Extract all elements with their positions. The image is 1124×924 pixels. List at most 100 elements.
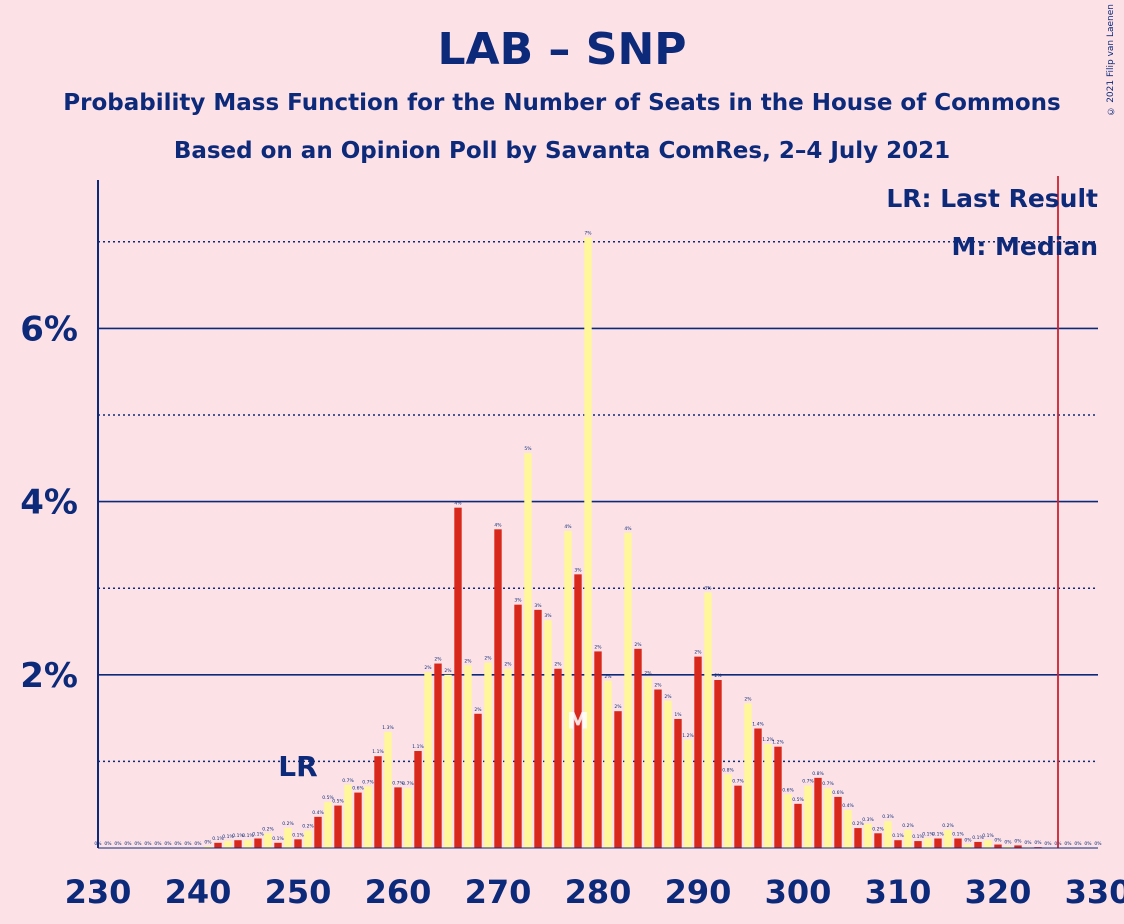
bar-seat-280 (594, 651, 602, 848)
data-label-seat-260: 0.7% (392, 780, 404, 786)
bar-seat-294 (734, 785, 742, 848)
data-label-seat-265: 2% (444, 668, 452, 674)
bar-seat-291 (704, 592, 712, 848)
last-result-label: LR (278, 750, 317, 783)
bar-seat-302 (814, 777, 822, 848)
bar-seat-269 (484, 662, 492, 848)
data-label-seat-311: 0.2% (902, 823, 914, 829)
data-label-seat-324: 0% (1034, 840, 1042, 846)
data-label-seat-256: 0.6% (352, 786, 364, 792)
data-label-seat-304: 0.6% (832, 790, 844, 796)
bar-seat-320 (994, 844, 1002, 848)
data-label-seat-329: 0% (1084, 841, 1092, 847)
data-label-seat-244: 0.1% (232, 833, 244, 839)
bar-seat-261 (404, 788, 412, 848)
data-label-seat-254: 0.5% (332, 799, 344, 805)
x-tick-label: 300 (765, 873, 832, 911)
data-label-seat-278: 3% (574, 567, 582, 573)
data-label-seat-306: 0.2% (852, 821, 864, 827)
bar-seat-314 (934, 838, 942, 848)
bar-seat-285 (644, 677, 652, 848)
bar-seat-299 (784, 794, 792, 848)
bar-seat-241 (204, 846, 212, 848)
data-label-seat-258: 1.1% (372, 749, 384, 755)
bar-seat-292 (714, 679, 722, 848)
data-label-seat-238: 0% (174, 841, 182, 847)
bar-seat-318 (974, 841, 982, 848)
bar-seat-281 (604, 680, 612, 848)
bar-seat-259 (384, 731, 392, 848)
bar-seat-267 (464, 665, 472, 848)
data-label-seat-298: 1.2% (772, 740, 784, 746)
data-label-seat-279: 7% (584, 230, 592, 236)
bar-seat-264 (434, 663, 442, 848)
x-tick-label: 310 (865, 873, 932, 911)
bar-seat-260 (394, 787, 402, 848)
data-label-seat-236: 0% (154, 841, 162, 847)
bar-seat-307 (864, 823, 872, 848)
data-label-seat-305: 0.4% (842, 803, 854, 809)
data-label-seat-240: 0% (194, 841, 202, 847)
bar-seat-290 (694, 656, 702, 848)
bar-seat-268 (474, 713, 482, 848)
legend-last-result: LR: Last Result (886, 184, 1098, 213)
bar-seat-309 (884, 821, 892, 848)
data-label-seat-248: 0.1% (272, 836, 284, 842)
bar-seat-283 (624, 532, 632, 848)
bar-seat-300 (794, 803, 802, 848)
bar-seat-252 (314, 816, 322, 848)
data-label-seat-273: 5% (524, 446, 532, 452)
data-label-seat-239: 0% (184, 841, 192, 847)
data-label-seat-276: 2% (554, 662, 562, 668)
data-label-seat-293: 0.8% (722, 767, 734, 773)
data-label-seat-300: 0.5% (792, 797, 804, 803)
bar-seat-305 (844, 809, 852, 848)
bar-seat-251 (304, 830, 312, 848)
data-label-seat-315: 0.2% (942, 823, 954, 829)
data-label-seat-255: 0.7% (342, 778, 354, 784)
data-label-seat-294: 0.7% (732, 779, 744, 785)
bar-seat-274 (534, 609, 542, 848)
bar-seat-255 (344, 784, 352, 848)
data-label-seat-308: 0.2% (872, 826, 884, 832)
data-label-seat-312: 0.1% (912, 834, 924, 840)
bar-seat-257 (364, 786, 372, 848)
bar-seat-321 (1004, 846, 1012, 848)
data-label-seat-269: 2% (484, 656, 492, 662)
bar-seat-289 (684, 739, 692, 848)
data-label-seat-286: 2% (654, 683, 662, 689)
data-label-seat-292: 2% (714, 673, 722, 679)
bar-seat-306 (854, 828, 862, 848)
data-label-seat-245: 0.1% (242, 833, 254, 839)
x-tick-label: 320 (965, 873, 1032, 911)
data-label-seat-313: 0.1% (922, 831, 934, 837)
bar-seat-310 (894, 840, 902, 848)
data-label-seat-301: 0.7% (802, 779, 814, 785)
bar-seat-273 (524, 453, 532, 848)
bar-seat-293 (724, 774, 732, 848)
data-label-seat-283: 4% (624, 526, 632, 532)
data-label-seat-289: 1.2% (682, 733, 694, 739)
data-label-seat-246: 0.1% (252, 831, 264, 837)
data-label-seat-242: 0.1% (212, 836, 224, 842)
data-label-seat-303: 0.7% (822, 781, 834, 787)
data-label-seat-266: 4% (454, 501, 462, 507)
bar-seat-317 (964, 844, 972, 848)
data-label-seat-231: 0% (104, 841, 112, 847)
bar-seat-319 (984, 840, 992, 848)
x-tick-label: 230 (65, 873, 132, 911)
x-tick-label: 250 (265, 873, 332, 911)
bar-seat-298 (774, 746, 782, 848)
bar-seat-262 (414, 751, 422, 848)
bar-seat-266 (454, 507, 462, 848)
data-label-seat-291: 3% (704, 586, 712, 592)
y-tick-label: 2% (20, 656, 78, 696)
x-tick-label: 280 (565, 873, 632, 911)
y-tick-label: 4% (20, 483, 78, 523)
bar-seat-242 (214, 842, 222, 848)
data-label-seat-262: 1.1% (412, 744, 424, 750)
bar-seat-254 (334, 805, 342, 848)
bar-seat-282 (614, 711, 622, 848)
data-label-seat-319: 0.1% (982, 833, 994, 839)
